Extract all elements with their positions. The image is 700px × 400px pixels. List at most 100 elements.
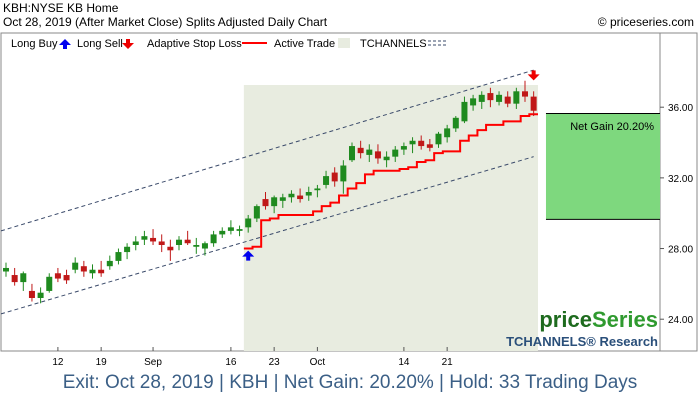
candle-body bbox=[167, 246, 174, 251]
candle bbox=[418, 135, 425, 150]
candle-body bbox=[314, 188, 321, 191]
legend-long-sell-label: Long Sell bbox=[77, 38, 123, 50]
candle bbox=[288, 190, 295, 203]
candle-body bbox=[513, 91, 520, 104]
candle bbox=[72, 257, 79, 274]
long-sell-signal-arrow bbox=[527, 70, 540, 81]
candle-body bbox=[530, 96, 537, 111]
candle bbox=[409, 137, 416, 154]
candle-body bbox=[461, 101, 468, 122]
legend-tchannels-label: TCHANNELS bbox=[360, 38, 427, 50]
candle bbox=[392, 146, 399, 162]
candle-body bbox=[89, 269, 96, 274]
candle bbox=[374, 144, 381, 164]
candle bbox=[383, 151, 390, 168]
price-chart: 24.00 28.00 32.00 36.00 12 19 Sep 16 23 Oct 14 21 L… bbox=[0, 32, 698, 368]
x-tick-label: 23 bbox=[269, 357, 281, 368]
long-buy-signal-arrow bbox=[242, 250, 255, 261]
candle bbox=[496, 91, 503, 106]
candle-body bbox=[392, 149, 399, 157]
candle bbox=[461, 96, 468, 124]
legend-long-buy-label: Long Buy bbox=[11, 38, 58, 50]
candle bbox=[400, 142, 407, 155]
candle bbox=[46, 273, 53, 293]
candle bbox=[115, 248, 122, 265]
candle-body bbox=[409, 140, 416, 145]
candle-body bbox=[3, 267, 9, 272]
long-sell-arrow-icon bbox=[122, 39, 134, 49]
candle bbox=[184, 230, 191, 245]
candle-body bbox=[210, 234, 217, 244]
candle bbox=[253, 204, 260, 223]
candle bbox=[504, 91, 511, 108]
candle-body bbox=[435, 133, 442, 145]
candle-body bbox=[28, 290, 35, 298]
candle bbox=[271, 195, 278, 214]
candle-body bbox=[340, 165, 347, 182]
candle-body bbox=[141, 236, 148, 240]
candle bbox=[11, 267, 18, 286]
candle bbox=[487, 87, 494, 108]
candle bbox=[37, 287, 44, 304]
y-tick-label: 24.00 bbox=[668, 315, 693, 326]
candle-body bbox=[63, 275, 70, 281]
legend-adaptive-stop-label: Adaptive Stop Loss bbox=[147, 38, 242, 50]
candle-body bbox=[11, 275, 18, 283]
candle-body bbox=[150, 237, 157, 242]
candle bbox=[124, 243, 131, 260]
candle-body bbox=[374, 151, 381, 159]
candle bbox=[20, 271, 27, 291]
candle bbox=[219, 227, 226, 238]
x-tick-label: 21 bbox=[442, 357, 454, 368]
candle-body bbox=[297, 195, 304, 200]
candle-body bbox=[132, 241, 139, 245]
candle-body bbox=[46, 276, 53, 291]
adaptive-stop-line bbox=[243, 113, 538, 250]
candle-body bbox=[305, 192, 312, 196]
candle bbox=[167, 239, 174, 261]
candle-body bbox=[184, 239, 191, 244]
candle bbox=[340, 160, 347, 194]
candle bbox=[106, 255, 113, 270]
candle bbox=[54, 267, 61, 283]
candle-body bbox=[245, 218, 252, 228]
candle bbox=[470, 94, 477, 111]
tchannels-research-brand: TCHANNELS® Research bbox=[506, 334, 658, 349]
candle bbox=[98, 260, 105, 277]
candle-body bbox=[54, 273, 61, 279]
candle-body bbox=[106, 260, 113, 267]
candle bbox=[141, 230, 148, 245]
ticker-title: KBH:NYSE KB Home bbox=[3, 1, 119, 15]
x-tick-label: 16 bbox=[225, 357, 237, 368]
candle bbox=[158, 234, 165, 253]
candle-body bbox=[262, 199, 269, 207]
candle-body bbox=[201, 243, 208, 249]
candle-body bbox=[478, 94, 485, 102]
candle bbox=[28, 283, 35, 302]
candle-body bbox=[193, 245, 200, 247]
candle bbox=[80, 260, 87, 277]
candle bbox=[193, 237, 200, 254]
candle bbox=[444, 124, 451, 143]
legend-active-trade-label: Active Trade bbox=[274, 38, 335, 50]
candle bbox=[3, 262, 9, 277]
candle bbox=[331, 167, 338, 187]
candle-body bbox=[279, 197, 286, 201]
chart-subtitle: Oct 28, 2019 (After Market Close) Splits… bbox=[3, 15, 328, 29]
candle-body bbox=[72, 262, 79, 270]
x-tick-label: Oct bbox=[310, 357, 326, 368]
candle-body bbox=[271, 197, 278, 207]
candle-body bbox=[124, 246, 131, 253]
priceseries-logo: priceSeries bbox=[539, 307, 658, 332]
candle-body bbox=[504, 96, 511, 104]
candle bbox=[478, 91, 485, 109]
candle bbox=[349, 142, 355, 162]
candle-body bbox=[487, 93, 494, 101]
copyright-text: © priceseries.com bbox=[597, 15, 694, 29]
candle bbox=[245, 214, 252, 233]
candle-body bbox=[20, 273, 27, 283]
candle-body bbox=[444, 128, 451, 138]
candle bbox=[452, 116, 459, 132]
candle bbox=[357, 140, 364, 159]
candle-body bbox=[357, 147, 364, 154]
